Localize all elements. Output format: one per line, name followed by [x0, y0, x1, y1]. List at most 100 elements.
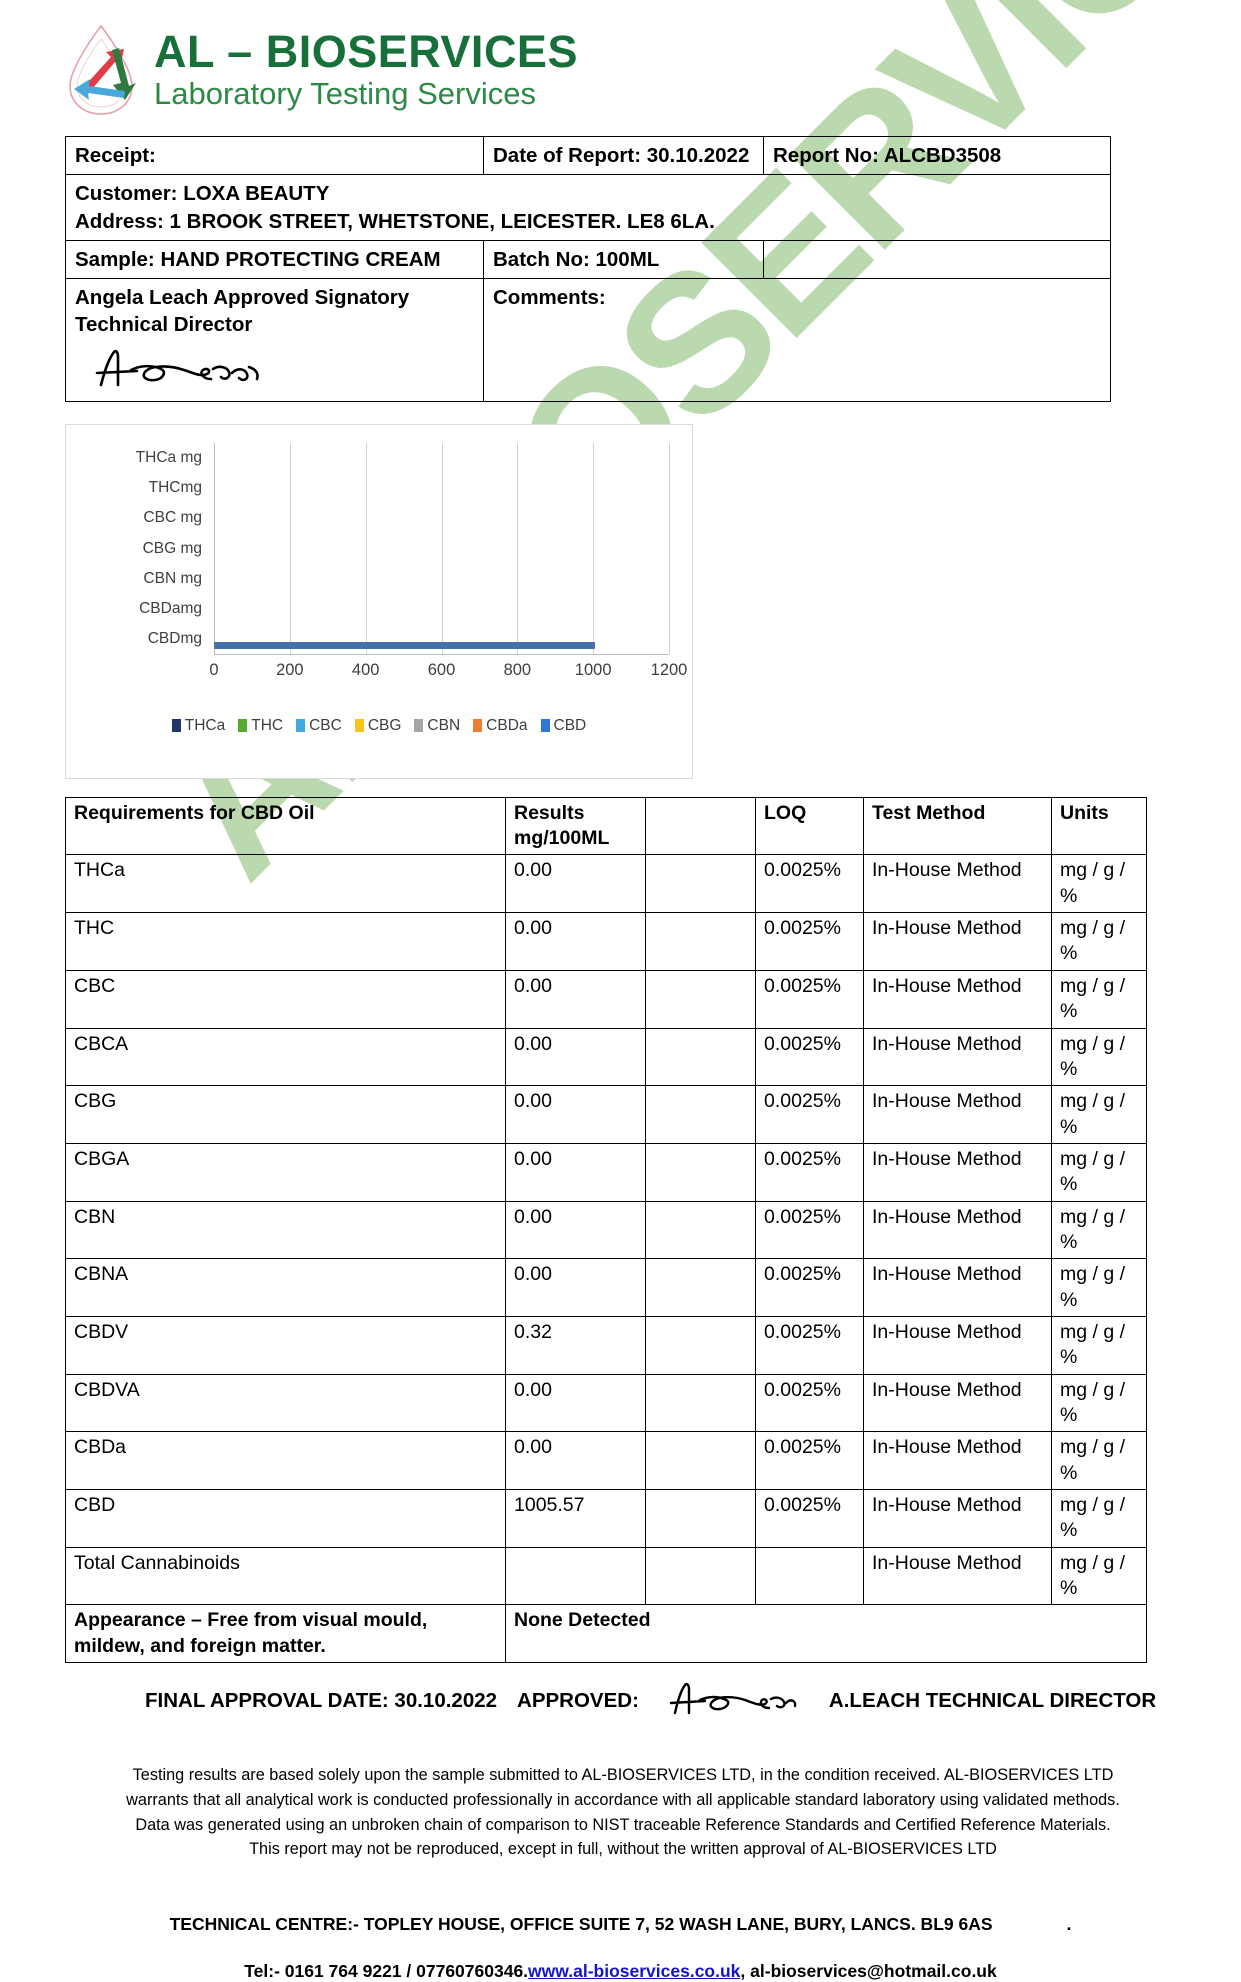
appearance-row: Appearance – Free from visual mould, mil… — [65, 1604, 1147, 1664]
customer-line: Customer: LOXA BEAUTY — [75, 182, 330, 206]
cell-blank — [645, 1373, 756, 1433]
cell-result — [505, 1546, 646, 1606]
footer-address: TECHNICAL CENTRE:- TOPLEY HOUSE, OFFICE … — [0, 1914, 1241, 1935]
cell-analyte: CBGA — [65, 1142, 506, 1202]
signature-image — [89, 343, 474, 396]
header-results-line1: Results — [514, 801, 585, 824]
cell-loq — [755, 1546, 864, 1606]
cell-loq: 0.0025% — [755, 1200, 864, 1260]
legend-swatch-icon — [414, 719, 424, 733]
legend-swatch-icon — [473, 719, 483, 733]
footer-email: al-bioservices@hotmail.co.uk — [750, 1961, 997, 1982]
cell-loq: 0.0025% — [755, 969, 864, 1029]
receipt-cell: Receipt: — [65, 135, 484, 176]
appearance-value: None Detected — [505, 1604, 1147, 1664]
chart-legend-item: THCa — [171, 716, 226, 735]
cell-method: In-House Method — [863, 1258, 1052, 1317]
chart-legend-label: CBC — [309, 716, 342, 734]
chart-legend-item: CBG — [354, 717, 401, 735]
cell-units: mg / g / % — [1051, 1546, 1147, 1606]
cell-result: 0.00 — [505, 1258, 646, 1317]
cell-analyte: CBD — [65, 1489, 506, 1548]
chart-legend-label: CBD — [553, 716, 587, 734]
cell-method: In-House Method — [863, 1489, 1052, 1548]
table-row: CBC 0.00 0.0025% In-House Method mg / g / % — [65, 969, 1147, 1029]
chart-legend-label: THCa — [184, 716, 226, 734]
cell-loq: 0.0025% — [755, 912, 864, 971]
chart-xtick-label: 400 — [351, 660, 380, 679]
footer-website-link[interactable]: www.al-bioservices.co.uk — [528, 1961, 741, 1982]
info-row-customer: Customer: LOXA BEAUTY Address: 1 BROOK S… — [65, 174, 1111, 241]
cell-analyte: THCa — [65, 854, 506, 914]
info-row-signatory: Angela Leach Approved Signatory Technica… — [65, 278, 1111, 402]
cell-units: mg / g / % — [1051, 912, 1147, 971]
cell-units: mg / g / % — [1051, 1142, 1147, 1202]
cell-result: 0.00 — [505, 1200, 646, 1260]
results-body: THCa 0.00 0.0025% In-House Method mg / g / %… — [65, 854, 1147, 1606]
cell-units: mg / g / % — [1051, 1258, 1147, 1317]
appearance-label: Appearance – Free from visual mould, mil… — [65, 1604, 506, 1664]
chart-category-labels: THCa mg THCmg CBC mg CBG mg CBN mg CBDam… — [74, 443, 210, 655]
cell-result: 1005.57 — [505, 1489, 646, 1548]
cell-loq: 0.0025% — [755, 854, 864, 914]
chart-legend-item: CBN — [414, 717, 460, 735]
signatory-name: Angela Leach Approved Signatory Technica… — [75, 286, 410, 337]
cell-loq: 0.0025% — [755, 1489, 864, 1548]
cell-method: In-House Method — [863, 1431, 1052, 1490]
cell-blank — [645, 1142, 756, 1202]
sample-extra-cell — [763, 239, 1111, 280]
batch-no-cell: Batch No: 100ML — [483, 239, 764, 280]
cell-blank — [645, 1489, 756, 1548]
chart-legend-item: CBDa — [473, 717, 528, 735]
cell-result: 0.00 — [505, 1431, 646, 1490]
table-row: CBDa 0.00 0.0025% In-House Method mg / g / % — [65, 1431, 1147, 1490]
chart-y-axis-line — [214, 442, 215, 654]
cell-result: 0.00 — [505, 1085, 646, 1144]
table-row: CBN 0.00 0.0025% In-House Method mg / g / % — [65, 1200, 1147, 1260]
cannabinoid-bar-chart: THCa mg THCmg CBC mg CBG mg CBN mg CBDam… — [65, 423, 693, 779]
chart-xtick-label: 1000 — [574, 660, 612, 679]
cell-method: In-House Method — [863, 1200, 1052, 1260]
cell-blank — [645, 912, 756, 971]
signatory-cell: Angela Leach Approved Signatory Technica… — [65, 278, 484, 402]
legend-swatch-icon — [296, 719, 306, 733]
cell-units: mg / g / % — [1051, 1315, 1147, 1375]
chart-xtick-label: 1200 — [650, 660, 688, 679]
cell-units: mg / g / % — [1051, 1085, 1147, 1144]
cell-method: In-House Method — [863, 1315, 1052, 1375]
cell-units: mg / g / % — [1051, 1489, 1147, 1548]
cell-method: In-House Method — [863, 1373, 1052, 1433]
report-no-cell: Report No: ALCBD3508 — [763, 135, 1111, 176]
cell-analyte: THC — [65, 912, 506, 971]
chart-legend-item: CBD — [540, 716, 587, 735]
comments-label: Comments: — [493, 286, 606, 309]
cell-loq: 0.0025% — [755, 1027, 864, 1087]
chart-bar — [214, 641, 596, 649]
chart-ytick-cbda: CBDamg — [139, 600, 202, 618]
chart-legend-item: THC — [238, 717, 283, 735]
cell-units: mg / g / % — [1051, 969, 1147, 1029]
cell-method: In-House Method — [863, 1546, 1052, 1606]
cell-loq: 0.0025% — [755, 1142, 864, 1202]
footer-address-text: TECHNICAL CENTRE:- TOPLEY HOUSE, OFFICE … — [169, 1914, 993, 1935]
cell-analyte: CBCA — [65, 1027, 506, 1087]
cell-method: In-House Method — [863, 1085, 1052, 1144]
cell-blank — [645, 969, 756, 1029]
cell-units: mg / g / % — [1051, 854, 1147, 914]
table-row: CBG 0.00 0.0025% In-House Method mg / g / % — [65, 1085, 1147, 1144]
approval-signer: A.LEACH TECHNICAL DIRECTOR — [828, 1689, 1157, 1713]
table-row: CBCA 0.00 0.0025% In-House Method mg / g / % — [65, 1027, 1147, 1087]
chart-gridline — [593, 442, 595, 654]
header-blank — [645, 796, 756, 856]
final-approval-date: FINAL APPROVAL DATE: 30.10.2022 — [145, 1689, 498, 1713]
cell-analyte: CBDVA — [65, 1373, 506, 1433]
chart-ytick-thca: THCa mg — [135, 448, 202, 466]
cell-analyte: CBDa — [65, 1431, 506, 1490]
disclaimer-text: Testing results are based solely upon th… — [126, 1766, 1120, 1859]
cell-blank — [645, 1315, 756, 1375]
approved-label: APPROVED: — [517, 1689, 639, 1713]
cell-result: 0.00 — [505, 912, 646, 971]
cell-method: In-House Method — [863, 854, 1052, 914]
chart-plot-area — [214, 442, 670, 655]
chart-gridline — [365, 442, 367, 654]
